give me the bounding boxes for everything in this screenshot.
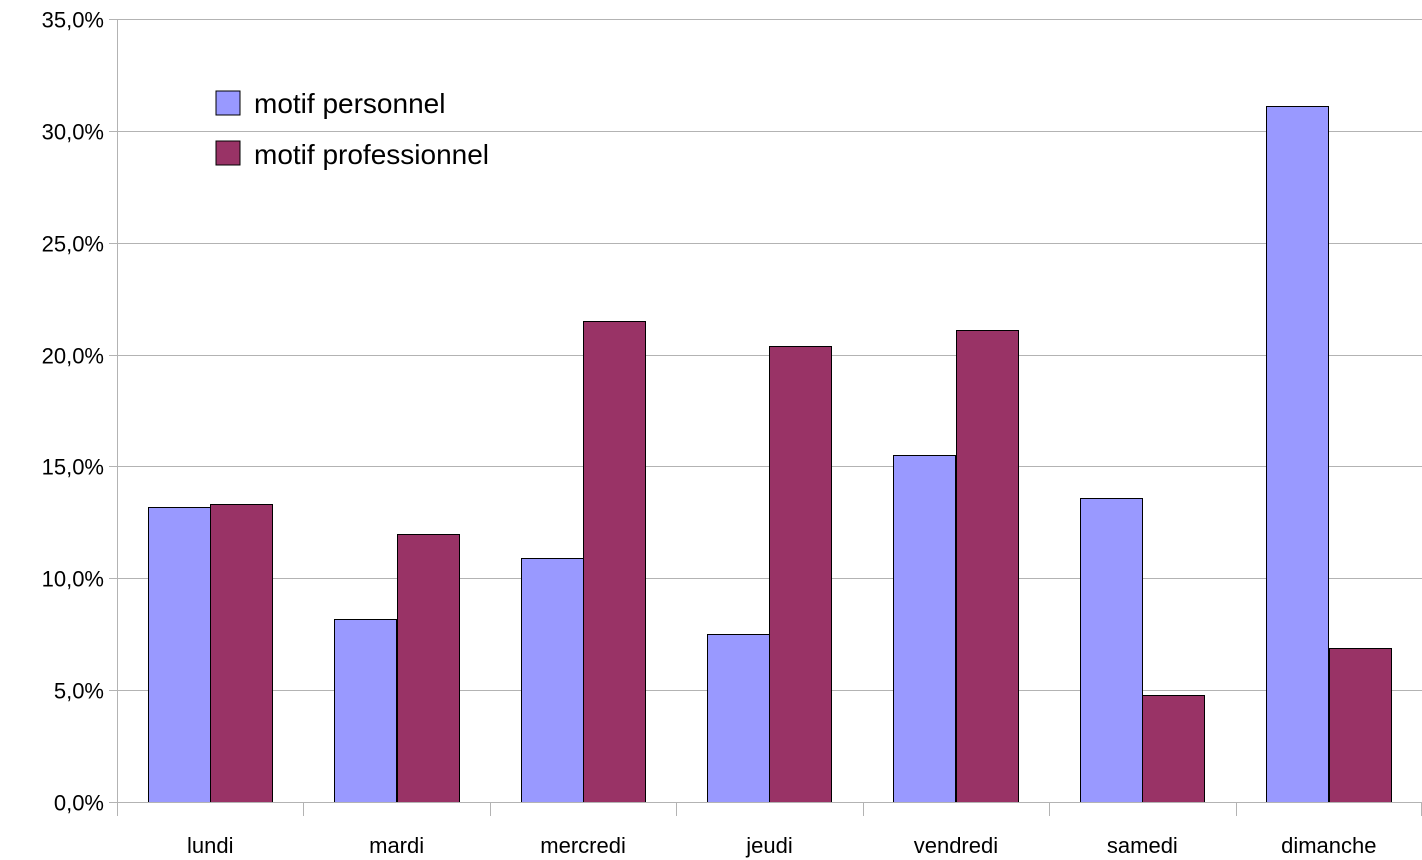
bar-professionnel-lundi <box>210 504 273 803</box>
bar-personnel-mardi <box>334 619 397 803</box>
y-tick-label: 35,0% <box>42 8 104 33</box>
y-tick-label: 25,0% <box>42 232 104 257</box>
x-tick-label: jeudi <box>745 833 792 858</box>
x-tick-label: samedi <box>1107 833 1178 858</box>
y-tick-labels: 0,0% 5,0% 10,0% 15,0% 20,0% 25,0% 30,0% 35,0% <box>42 8 104 816</box>
bar-professionnel-dimanche <box>1329 648 1392 803</box>
bar-professionnel-samedi <box>1142 695 1205 803</box>
y-tick-label: 10,0% <box>42 567 104 592</box>
axes <box>109 19 1422 816</box>
legend-item-professionnel: motif professionnel <box>215 139 489 170</box>
legend: motif personnel motif professionnel <box>215 88 489 170</box>
y-tick-label: 0,0% <box>54 791 104 816</box>
legend-swatch-professionnel <box>215 140 241 166</box>
y-tick-label: 30,0% <box>42 120 104 145</box>
x-tick-labels: lundi mardi mercredi jeudi vendredi samedi dim… <box>187 833 1377 858</box>
bar-professionnel-vendredi <box>956 330 1019 803</box>
bar-professionnel-mardi <box>397 534 460 803</box>
bar-personnel-dimanche <box>1266 106 1329 803</box>
bar-personnel-jeudi <box>707 634 770 803</box>
bar-personnel-vendredi <box>893 455 956 803</box>
x-tick-label: dimanche <box>1281 833 1376 858</box>
x-tick-label: lundi <box>187 833 233 858</box>
legend-label-personnel: motif personnel <box>254 88 445 119</box>
legend-item-personnel: motif personnel <box>215 88 445 119</box>
y-tick-label: 20,0% <box>42 344 104 369</box>
legend-swatch-personnel <box>215 90 241 116</box>
x-tick-label: vendredi <box>914 833 998 858</box>
bars <box>148 106 1392 803</box>
bar-personnel-lundi <box>148 507 211 803</box>
y-tick-label: 15,0% <box>42 455 104 480</box>
legend-label-professionnel: motif professionnel <box>254 139 489 170</box>
bar-professionnel-jeudi <box>769 346 832 803</box>
bar-personnel-samedi <box>1080 498 1143 803</box>
bar-professionnel-mercredi <box>583 321 646 803</box>
x-tick-label: mardi <box>369 833 424 858</box>
x-tick-label: mercredi <box>540 833 626 858</box>
bar-personnel-mercredi <box>521 558 584 803</box>
y-tick-label: 5,0% <box>54 679 104 704</box>
